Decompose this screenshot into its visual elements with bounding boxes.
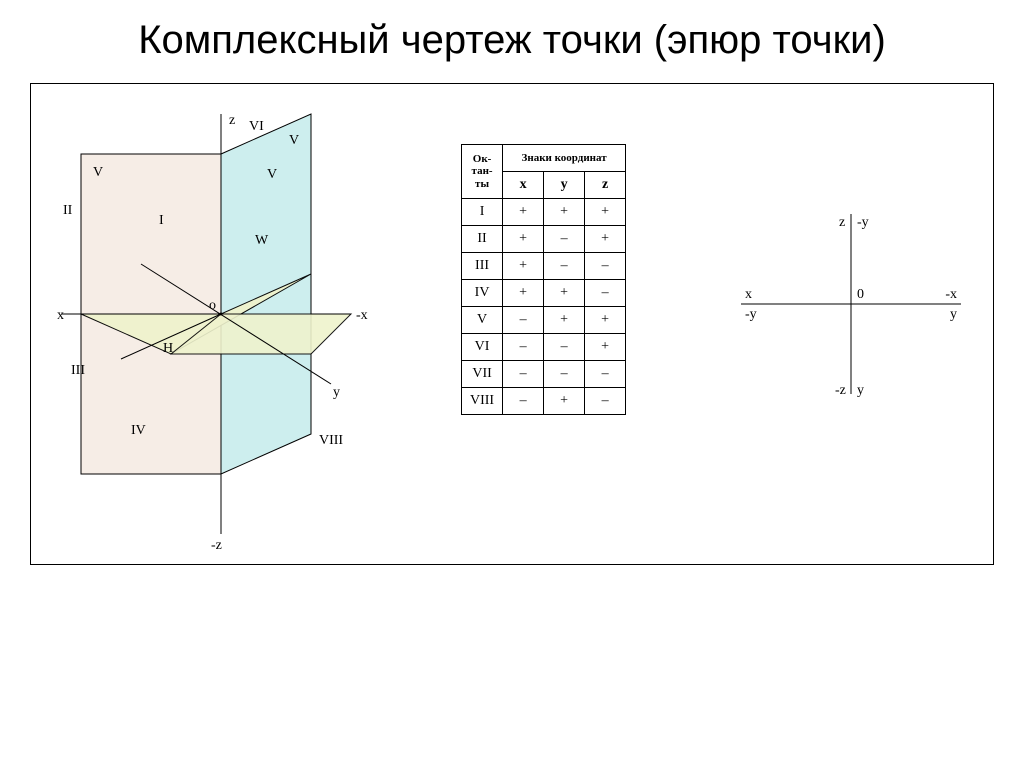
origin-label: o [209,298,216,313]
table-row: III+–– [462,253,626,280]
plane-w-label: W [255,233,269,248]
epure-top-left: z [839,215,845,230]
plane-v-right-label: V [267,167,277,182]
epure-left-top: x [745,287,752,302]
axis-z-label: z [229,113,235,128]
table-col-z: z [585,172,626,199]
table-col-y: y [544,172,585,199]
epure-top-right: -y [857,215,869,230]
octant-3-label: III [71,363,85,378]
epure-axes-diagram: z -y x -y -x y -z y 0 [731,204,971,404]
table-row: VI––+ [462,334,626,361]
octant-1-label: I [159,213,164,228]
octant-5-label: V [289,133,299,148]
axis-y-label: y [333,385,340,400]
table-row: VII––– [462,361,626,388]
axis-minus-x-label: -x [356,308,368,323]
table-col-x: x [503,172,544,199]
figure-panel: z -z x -x y o V V W H I II III IV V VI V… [30,83,994,565]
table-row: I+++ [462,199,626,226]
epure-left-bottom: -y [745,307,757,322]
epure-right-top: -x [945,287,957,302]
table-row: IV++– [462,280,626,307]
table-row: V–++ [462,307,626,334]
axis-x-label: x [57,308,64,323]
plane-v-left-label: V [93,165,103,180]
table-header-signs: Знаки координат [503,145,626,172]
octant-8-label: VIII [319,433,343,448]
octant-4-label: IV [131,423,146,438]
axis-minus-z-label: -z [211,538,222,553]
plane-h-label: H [163,341,173,356]
table-row: II+–+ [462,226,626,253]
table-row: VIII–+– [462,388,626,415]
octant-sign-table: Ок- тан- ты Знаки координат x y z I+++ I… [461,144,626,415]
epure-bottom-right: y [857,383,864,398]
epure-origin: 0 [857,287,864,302]
octant-6-label: VI [249,119,264,134]
page-title: Комплексный чертеж точки (эпюр точки) [0,0,1024,63]
epure-bottom-left: -z [835,383,846,398]
table-header-octants: Ок- тан- ты [462,145,503,199]
octant-diagram: z -z x -x y o V V W H I II III IV V VI V… [51,94,411,554]
epure-right-bottom: y [950,307,957,322]
octant-2-label: II [63,203,73,218]
